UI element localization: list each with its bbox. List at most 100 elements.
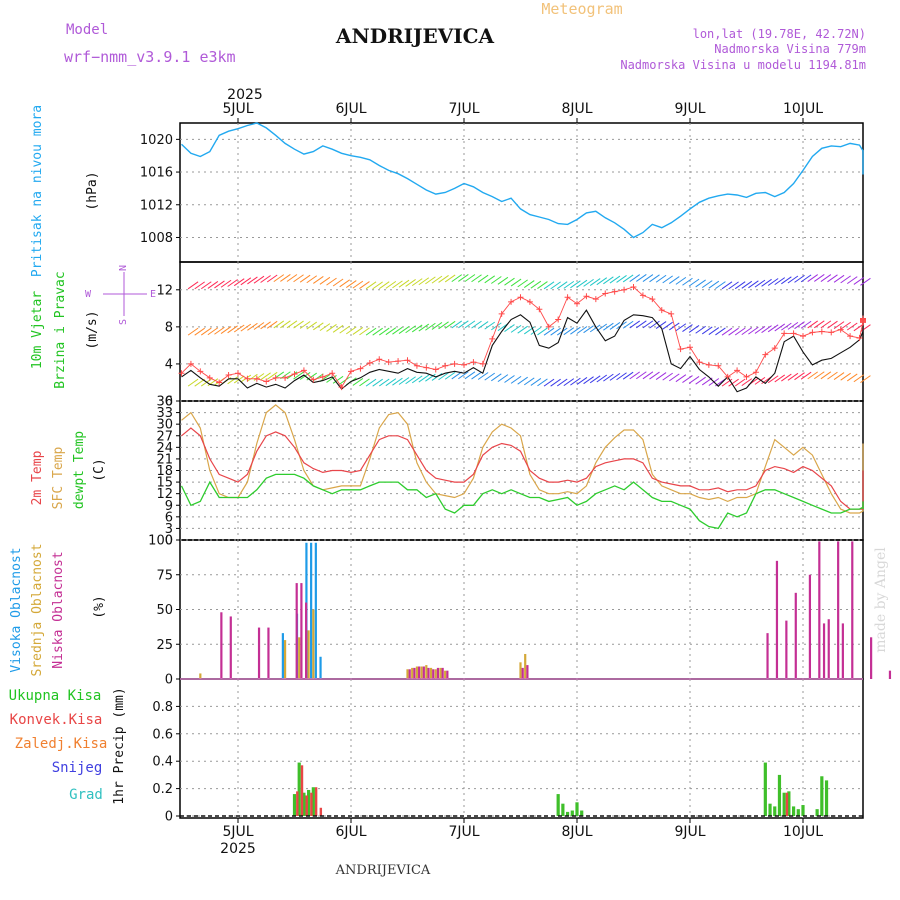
wind-barb: [629, 274, 641, 283]
wind-barb: [781, 373, 792, 382]
cloud-title-2: Srednja Oblacnost: [30, 543, 45, 676]
wind-barb: [754, 326, 766, 334]
wind-barb: [675, 374, 687, 383]
cloud-bar: [519, 662, 522, 679]
wind-barb: [794, 372, 805, 381]
wind-barb: [220, 326, 232, 335]
precip-conv-bar: [296, 791, 299, 816]
lonlat: lon,lat (19.78E, 42.72N): [693, 27, 866, 41]
wind-barb: [668, 276, 680, 284]
temperature-tick-label: 33: [156, 406, 173, 421]
wind-gust-marker: [860, 317, 866, 324]
top-day-label: 8JUL: [561, 101, 592, 117]
pressure-tick-label: 1008: [140, 231, 173, 246]
wind-barb: [214, 280, 225, 289]
product-title: Meteogram: [541, 0, 622, 18]
temperature-tick-label: 24: [156, 441, 173, 456]
wind-barb: [853, 277, 865, 285]
cloud-bar: [827, 619, 830, 679]
cloud-bar: [526, 665, 529, 679]
wind-barb: [187, 281, 199, 290]
wind-barb: [682, 375, 693, 383]
wind-barb: [280, 320, 291, 329]
temperature-tick-label: 3: [165, 522, 173, 537]
wind-gust-marker: [715, 362, 722, 369]
wind-barb: [682, 277, 693, 286]
top-day-label: 9JUL: [674, 101, 705, 117]
cloud-bar: [413, 667, 416, 679]
temperature-tick-label: 18: [156, 464, 173, 479]
wind-barb: [293, 274, 304, 283]
wind-gust-marker: [413, 362, 420, 369]
wind-barb: [359, 327, 370, 336]
wind-barb: [280, 274, 291, 282]
wind-barb: [451, 371, 463, 380]
wind-barb: [200, 281, 212, 290]
wind-barb: [840, 275, 851, 284]
cloud-bar: [818, 541, 821, 679]
wind-gust-marker: [564, 294, 571, 301]
cloud-bar: [418, 666, 421, 679]
wind-barb: [517, 325, 528, 334]
cloud-bar: [229, 616, 232, 679]
wind-gust-marker: [771, 345, 778, 352]
wind-gust-marker: [272, 374, 279, 381]
wind-barb: [570, 326, 581, 335]
grid-layer: [180, 123, 863, 818]
wind-tick-label: 12: [156, 283, 173, 298]
wind-barb: [517, 376, 528, 385]
bottom-day-label: 6JUL: [335, 824, 366, 840]
wind-barb: [622, 320, 634, 329]
cloud-bar: [422, 666, 425, 679]
wind-barb: [339, 279, 350, 288]
wind-gust-marker: [489, 335, 496, 342]
station-title: ANDRIJEVICA: [335, 24, 495, 48]
wind-barb: [293, 371, 304, 380]
wind-barb: [458, 371, 469, 380]
precip-total-bar: [824, 780, 829, 816]
wind-barb: [378, 281, 390, 290]
wind-barb: [741, 378, 753, 387]
wind-barb: [418, 374, 430, 383]
wind-gust-marker: [451, 360, 458, 367]
wind-barb: [537, 327, 548, 336]
wind-barb: [339, 376, 350, 385]
wind-barb: [576, 326, 588, 334]
wind-gust-marker: [479, 360, 486, 367]
wind-barb: [484, 275, 496, 284]
wind-barb: [372, 327, 383, 336]
bottom-day-label: 9JUL: [674, 824, 705, 840]
wind-barb: [846, 276, 858, 285]
compass-n: N: [118, 265, 129, 271]
model-name: wrf−nmm_v3.9.1 e3km: [64, 48, 236, 66]
wind-barb: [319, 323, 331, 332]
wind-barb: [616, 372, 627, 381]
wind-barb: [431, 322, 443, 330]
temperature-tick-label: 15: [156, 476, 173, 491]
wind-gust-marker: [639, 292, 646, 299]
wind-barb: [609, 275, 621, 284]
temperature-tick-label: 27: [156, 429, 173, 444]
wind-barb: [794, 274, 805, 283]
wind-barb: [688, 376, 700, 384]
dewpoint-line: [180, 473, 864, 530]
wind-gust-marker: [187, 360, 194, 367]
wind-barb: [365, 327, 377, 336]
cloud-bar: [427, 667, 430, 679]
wind-gust-marker: [470, 359, 477, 366]
wind-gust-marker: [366, 360, 373, 367]
wind-barb: [833, 274, 845, 283]
cloud-bar: [406, 669, 409, 679]
wind-gust-marker: [752, 369, 759, 376]
wind-barb: [563, 280, 575, 289]
precip-title-2: Konvek.Kisa: [10, 712, 103, 728]
wind-gust-marker: [423, 364, 430, 371]
wind-barb: [622, 371, 634, 380]
wind-barb: [253, 275, 265, 284]
wind-gust-marker: [800, 333, 806, 340]
precip-conv-bar: [305, 795, 308, 816]
wind-barb: [266, 371, 278, 380]
wind-gust-marker: [536, 306, 543, 313]
wind-barb: [346, 326, 357, 335]
wind-barb: [688, 278, 700, 287]
